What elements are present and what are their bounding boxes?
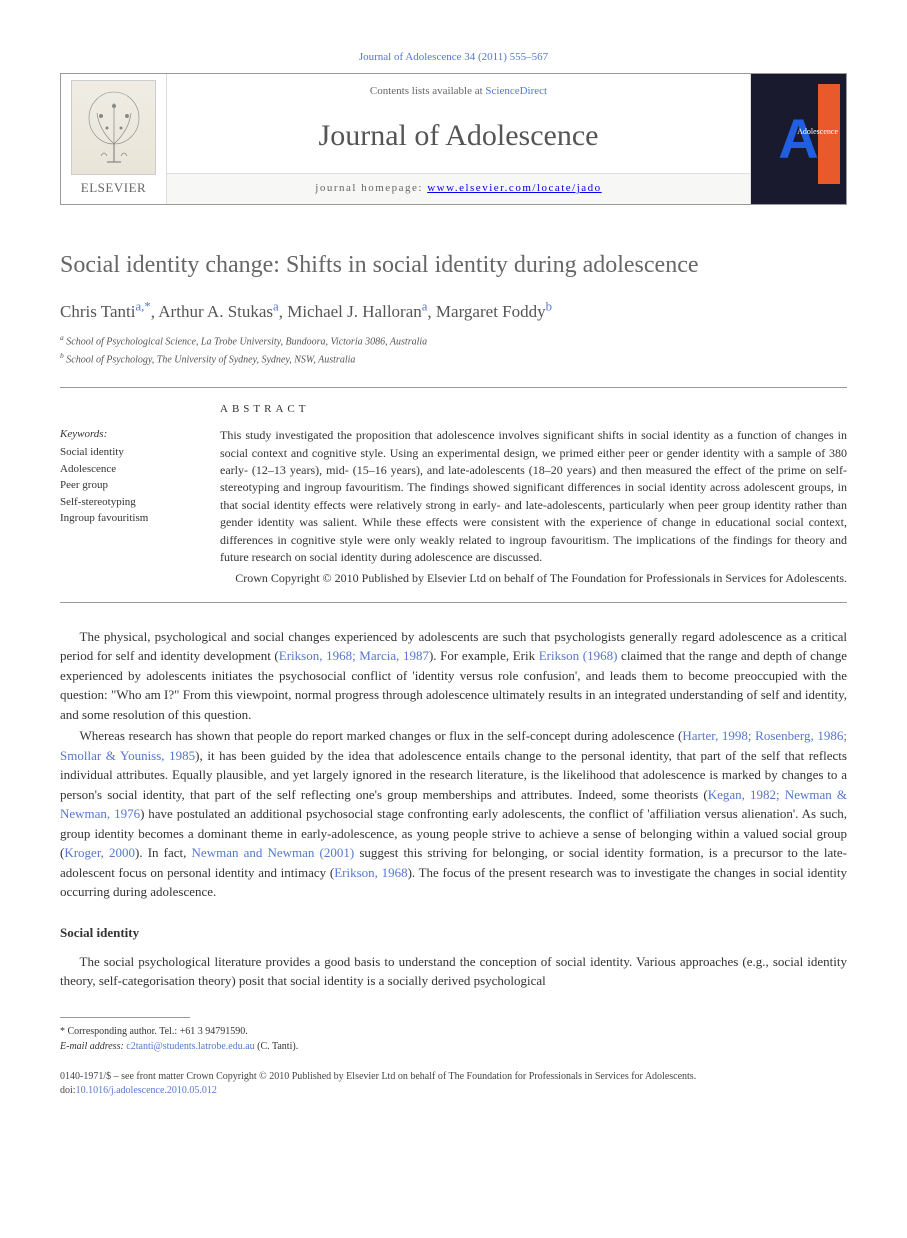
keyword: Ingroup favouritism [60,510,190,527]
keyword: Peer group [60,477,190,494]
keyword: Adolescence [60,461,190,478]
keyword: Self-stereotyping [60,494,190,511]
author: Margaret Foddyb [436,302,552,321]
section-heading-social-identity: Social identity [60,924,847,942]
author: Arthur A. Stukasa [158,302,278,321]
abstract-column: ABSTRACT This study investigated the pro… [220,402,847,588]
article-title: Social identity change: Shifts in social… [60,250,847,281]
citation-link[interactable]: Kroger, 2000 [64,845,135,860]
citation-link[interactable]: Erikson, 1968; Marcia, 1987 [279,648,429,663]
body-section: The social psychological literature prov… [60,952,847,991]
body-paragraph: Whereas research has shown that people d… [60,726,847,902]
sciencedirect-link[interactable]: ScienceDirect [485,85,547,97]
abstract-text: This study investigated the proposition … [220,427,847,566]
cover-letter-icon: A [778,100,818,178]
email-link[interactable]: c2tanti@students.latrobe.edu.au [126,1041,254,1052]
footer-copyright: 0140-1971/$ – see front matter Crown Cop… [60,1070,847,1084]
affiliation: b School of Psychology, The University o… [60,351,847,367]
header-center: Contents lists available at ScienceDirec… [166,74,751,203]
citation-header: Journal of Adolescence 34 (2011) 555–567 [60,50,847,65]
footnotes-block: * Corresponding author. Tel.: +61 3 9479… [60,1024,847,1054]
abstract-label: ABSTRACT [220,402,847,417]
contents-prefix: Contents lists available at [370,85,485,97]
doi-link[interactable]: 10.1016/j.adolescence.2010.05.012 [76,1085,217,1096]
corresponding-author-note: * Corresponding author. Tel.: +61 3 9479… [60,1024,847,1039]
body-paragraph: The physical, psychological and social c… [60,627,847,725]
citation-link[interactable]: Erikson (1968) [539,648,618,663]
elsevier-tree-icon [71,80,156,175]
footer-block: 0140-1971/$ – see front matter Crown Cop… [60,1070,847,1098]
affil-link[interactable]: a [422,300,428,314]
journal-cover-thumbnail: A Adolescence [751,74,846,203]
affil-link[interactable]: a,* [135,300,150,314]
publisher-logo-column: ELSEVIER [61,74,166,203]
body-intro: The physical, psychological and social c… [60,627,847,902]
journal-header: ELSEVIER Contents lists available at Sci… [60,73,847,204]
cover-suffix-text: Adolescence [797,126,838,137]
journal-homepage-line: journal homepage: www.elsevier.com/locat… [167,173,750,203]
separator-line [60,602,847,603]
affil-link[interactable]: b [546,300,552,314]
author: Michael J. Hallorana [287,302,427,321]
keywords-column: Keywords: Social identity Adolescence Pe… [60,402,190,588]
footer-doi-line: doi:10.1016/j.adolescence.2010.05.012 [60,1084,847,1098]
authors-line: Chris Tantia,*, Arthur A. Stukasa, Micha… [60,299,847,324]
email-suffix: (C. Tanti). [257,1041,298,1052]
affiliation: a School of Psychological Science, La Tr… [60,333,847,349]
email-line: E-mail address: c2tanti@students.latrobe… [60,1039,847,1054]
journal-name: Journal of Adolescence [167,101,750,171]
keyword: Social identity [60,444,190,461]
body-paragraph: The social psychological literature prov… [60,952,847,991]
citation-link[interactable]: Newman and Newman (2001) [192,845,355,860]
abstract-block: Keywords: Social identity Adolescence Pe… [60,402,847,588]
separator-line [60,387,847,388]
citation-link[interactable]: Erikson, 1968 [334,865,407,880]
homepage-label: journal homepage: [315,182,427,194]
homepage-link[interactable]: www.elsevier.com/locate/jado [427,182,601,194]
abstract-copyright: Crown Copyright © 2010 Published by Else… [220,570,847,587]
affiliations-block: a School of Psychological Science, La Tr… [60,333,847,367]
author: Chris Tantia,* [60,302,151,321]
publisher-label: ELSEVIER [81,179,146,197]
affil-link[interactable]: a [273,300,279,314]
doi-prefix: doi: [60,1085,76,1096]
footnote-separator [60,1017,190,1018]
contents-available-line: Contents lists available at ScienceDirec… [167,74,750,99]
keywords-label: Keywords: [60,426,190,443]
email-label: E-mail address: [60,1041,124,1052]
